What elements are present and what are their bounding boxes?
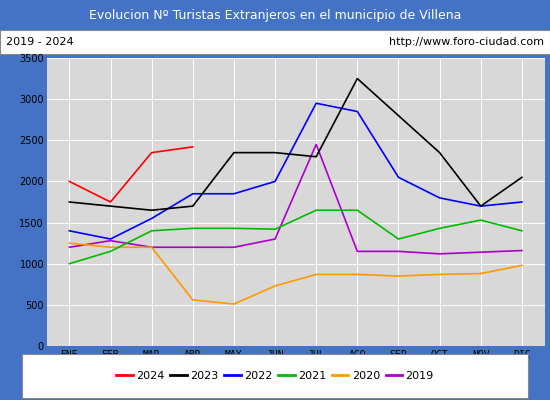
Text: http://www.foro-ciudad.com: http://www.foro-ciudad.com (389, 37, 544, 47)
Text: Evolucion Nº Turistas Extranjeros en el municipio de Villena: Evolucion Nº Turistas Extranjeros en el … (89, 8, 461, 22)
Legend: 2024, 2023, 2022, 2021, 2020, 2019: 2024, 2023, 2022, 2021, 2020, 2019 (112, 366, 438, 386)
Text: 2019 - 2024: 2019 - 2024 (6, 37, 73, 47)
